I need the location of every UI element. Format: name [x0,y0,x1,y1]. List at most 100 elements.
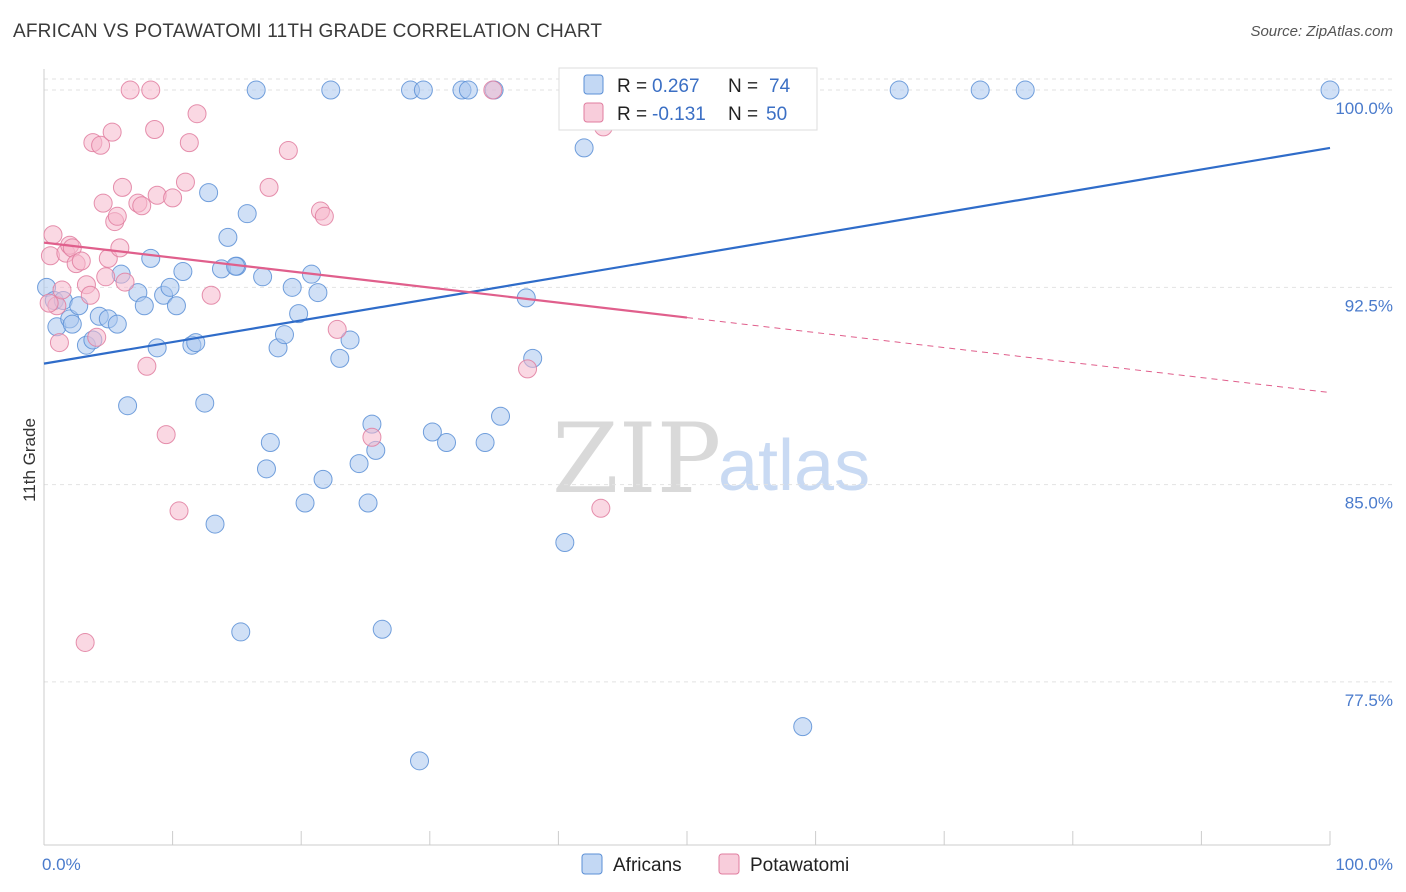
point-potawatomi [49,333,69,353]
axes [43,69,1331,846]
series-potawatomi [39,80,613,652]
x-tick-label-max: 100.0% [1335,855,1393,874]
point-africans [491,406,511,426]
watermark-zip: ZIP [552,403,721,515]
point-africans [574,138,594,158]
point-potawatomi [327,319,347,339]
point-potawatomi [52,280,72,300]
point-potawatomi [163,188,183,208]
point-africans [458,80,478,100]
point-potawatomi [107,206,127,226]
point-africans [260,433,280,453]
y-tick-label: 100.0% [1335,99,1393,118]
point-potawatomi [132,196,152,216]
legend-r-potawatomi: -0.131 [652,104,706,125]
point-potawatomi [179,133,199,153]
point-potawatomi [112,177,132,197]
point-potawatomi [71,251,91,271]
point-potawatomi [93,193,113,213]
point-potawatomi [518,359,538,379]
point-africans [970,80,990,100]
point-africans [118,396,138,416]
point-africans [62,314,82,334]
bottom-legend-swatch-africans [581,853,603,875]
point-africans [475,433,495,453]
top-legend: R = 0.267 N = 74 R = -0.131 N = 50 [558,67,818,131]
point-potawatomi [39,293,59,313]
legend-n-label-africans: N = [728,76,758,97]
point-potawatomi [43,225,63,245]
point-africans [340,330,360,350]
point-africans [231,622,251,642]
point-potawatomi [147,185,167,205]
point-potawatomi [483,80,503,100]
legend-r-africans: 0.267 [652,76,700,97]
point-africans [199,183,219,203]
point-potawatomi [259,177,279,197]
point-africans [1015,80,1035,100]
point-africans [372,619,392,639]
watermark-atlas: atlas [718,426,870,506]
point-potawatomi [591,498,611,518]
point-africans [349,454,369,474]
point-africans [274,325,294,345]
point-africans [321,80,341,100]
point-africans [437,433,457,453]
point-africans [1320,80,1340,100]
point-africans [134,296,154,316]
trendline-1 [43,241,688,319]
bottom-legend-label-potawatomi: Potawatomi [750,855,849,876]
grid: 77.5% 85.0% 92.5% 100.0% [44,78,1395,710]
bottom-legend-label-africans: Africans [613,855,682,876]
y-tick-label: 85.0% [1345,494,1393,513]
legend-swatch-africans [583,74,604,95]
point-africans [282,277,302,297]
point-africans [246,80,266,100]
point-africans [289,304,309,324]
trendlines [43,146,1331,394]
point-africans [313,469,333,489]
point-africans [173,262,193,282]
y-tick-label: 77.5% [1345,691,1393,710]
point-potawatomi [169,501,189,521]
point-africans [330,348,350,368]
point-potawatomi [110,238,130,258]
point-potawatomi [87,327,107,347]
point-africans [422,422,442,442]
watermark: ZIP atlas [552,403,870,515]
point-africans [889,80,909,100]
point-africans [195,393,215,413]
point-potawatomi [141,80,161,100]
legend-r-label-africans: R = [617,76,647,97]
point-potawatomi [175,172,195,192]
source-note: Source: ZipAtlas.com [1250,23,1393,40]
point-potawatomi [362,427,382,447]
point-africans [253,267,273,287]
point-africans [295,493,315,513]
y-axis-title: 11th Grade [20,418,39,502]
point-potawatomi [102,122,122,142]
point-africans [166,296,186,316]
point-africans [141,248,161,268]
point-africans [256,459,276,479]
point-potawatomi [137,356,157,376]
point-africans [308,283,328,303]
point-potawatomi [314,206,334,226]
legend-n-africans: 74 [769,76,791,97]
y-tick-label: 92.5% [1345,296,1393,315]
point-potawatomi [80,285,100,305]
x-tick-label-min: 0.0% [42,855,81,874]
point-potawatomi [120,80,140,100]
legend-n-potawatomi: 50 [766,104,787,125]
point-africans [793,717,813,737]
bottom-legend-swatch-potawatomi [718,853,740,875]
point-africans [218,227,238,247]
legend-r-label-potawatomi: R = [617,104,647,125]
point-africans [160,277,180,297]
legend-n-label-potawatomi: N = [728,104,758,125]
point-africans [413,80,433,100]
point-africans [237,204,257,224]
point-potawatomi [156,425,176,445]
point-potawatomi [96,267,116,287]
